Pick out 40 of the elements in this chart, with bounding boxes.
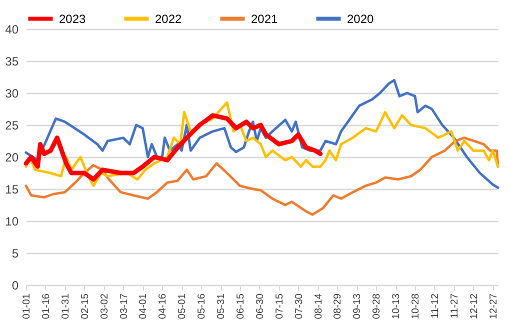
x-tick-label: 05-16 — [196, 293, 208, 320]
line-series — [24, 136, 500, 216]
y-tick-label: 0 — [12, 278, 19, 292]
y-tick-label: 10 — [5, 214, 19, 228]
x-tick-label: 06-15 — [235, 293, 246, 320]
legend-label: 2021 — [251, 12, 278, 26]
y-tick-label: 25 — [5, 118, 19, 132]
legend-label: 2023 — [59, 12, 86, 26]
x-tick-label: 05-01 — [177, 293, 188, 320]
x-tick-label: 01-16 — [40, 293, 52, 320]
x-tick-label: 08-29 — [332, 293, 344, 320]
y-tick-label: 15 — [5, 182, 19, 196]
x-tick-label: 07-15 — [274, 293, 286, 320]
legend-label: 2020 — [347, 12, 374, 26]
y-tick-label: 20 — [5, 150, 19, 164]
x-tick-label: 09-13 — [352, 293, 364, 320]
x-tick-label: 12-27 — [488, 293, 500, 320]
x-tick-label: 06-30 — [254, 293, 266, 320]
x-tick-label: 01-31 — [60, 293, 72, 320]
y-tick-label: 30 — [5, 86, 19, 100]
x-tick-label: 12-12 — [468, 293, 480, 320]
x-tick-label: 03-02 — [99, 293, 110, 320]
x-tick-label: 11-27 — [449, 293, 460, 318]
y-tick-label: 40 — [5, 22, 19, 36]
x-tick-label: 08-14 — [313, 293, 324, 320]
x-tick-label: 05-31 — [216, 293, 228, 320]
x-tick-label: 04-16 — [158, 293, 169, 320]
line-series — [24, 113, 323, 182]
x-tick-label: 09-28 — [372, 293, 383, 320]
x-tick-label: 10-28 — [410, 293, 422, 320]
x-tick-label: 11-12 — [430, 293, 441, 318]
legend-label: 2022 — [155, 12, 182, 26]
x-tick-label: 07-30 — [294, 293, 305, 320]
x-tick-label: 03-17 — [118, 293, 130, 320]
x-tick-label: 02-15 — [80, 293, 91, 320]
x-tick-label: 01-01 — [22, 293, 32, 320]
x-tick-label: 10-13 — [391, 293, 402, 320]
y-tick-label: 35 — [5, 54, 19, 68]
y-tick-label: 5 — [12, 246, 19, 260]
x-tick-label: 04-01 — [138, 293, 150, 320]
